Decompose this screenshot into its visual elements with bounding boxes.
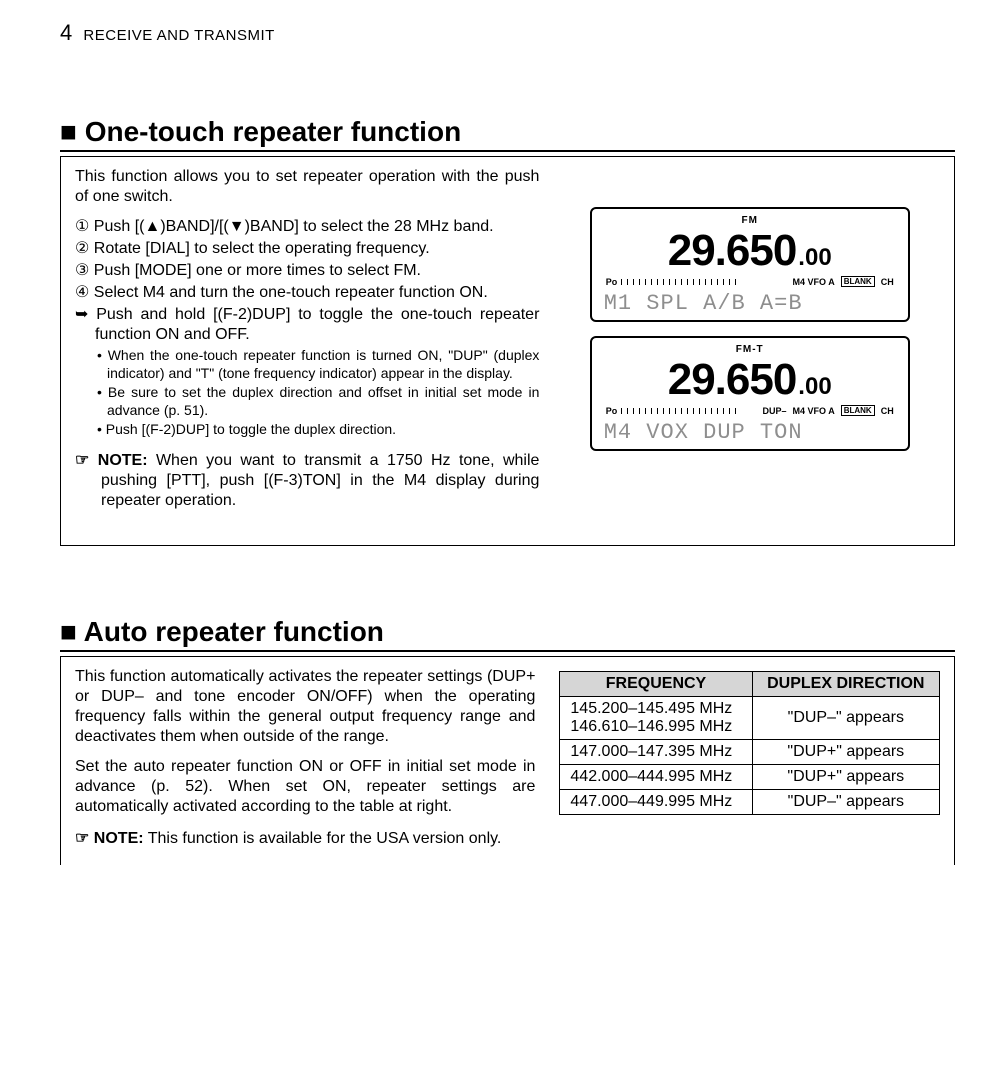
table-row: 442.000–444.995 MHz "DUP+" appears [560,764,940,789]
cell-dir-2: "DUP+" appears [752,764,939,789]
lcd2-freq-main: 29.650 [668,355,797,405]
lcd2-mid-right: DUP– M4 VFO A BLANK CH [763,405,894,416]
lcd1-bottom: M1 SPL A/B A=B [600,287,900,316]
sub-bullet-2: • Be sure to set the duplex direction an… [97,384,539,419]
section2-note: ☞ NOTE: This function is available for t… [75,829,535,849]
lcd1-ch: CH [881,277,894,287]
step-3: ③ Push [MODE] one or more times to selec… [75,261,539,281]
chapter-title: RECEIVE AND TRANSMIT [83,27,274,44]
th-frequency: FREQUENCY [560,671,752,696]
scale-icon [621,279,741,285]
cell-dir-1: "DUP+" appears [752,739,939,764]
sub-bullet-1: • When the one-touch repeater function i… [97,347,539,382]
lcd1-mid: Po M4 VFO A BLANK CH [600,276,900,287]
cell-dir-0: "DUP–" appears [752,696,939,739]
page-header: 4 RECEIVE AND TRANSMIT [60,20,955,46]
cell-dir-3: "DUP–" appears [752,789,939,814]
section1-right: FM 29.650 .00 Po M4 VFO A BLANK CH [559,167,940,527]
step-1: ① Push [(▲)BAND]/[(▼)BAND] to select the… [75,217,539,237]
lcd-display-1: FM 29.650 .00 Po M4 VFO A BLANK CH [590,207,910,322]
section1-left: This function allows you to set repeater… [75,167,539,527]
section1-note: ☞ NOTE: When you want to transmit a 1750… [75,451,539,511]
chapter-number: 4 [60,20,73,45]
th-direction: DUPLEX DIRECTION [752,671,939,696]
lcd1-freq-sub: .00 [798,244,831,272]
table-row: 147.000–147.395 MHz "DUP+" appears [560,739,940,764]
cell-freq-3: 447.000–449.995 MHz [560,789,752,814]
step-4: ④ Select M4 and turn the one-touch repea… [75,283,539,303]
lcd2-ch: CH [881,406,894,416]
scale-icon [621,408,741,414]
section2-para2: Set the auto repeater function ON or OFF… [75,757,535,817]
note-prefix: ☞ NOTE: [75,452,148,469]
cell-freq-2: 442.000–444.995 MHz [560,764,752,789]
title-text: One-touch repeater function [85,116,461,147]
lcd1-po: Po [606,277,618,287]
blank-label-2: BLANK [841,405,875,416]
note2-text: This function is available for the USA v… [148,830,502,847]
title2-text: Auto repeater function [84,616,384,647]
lcd2-bottom: M4 VOX DUP TON [600,416,900,445]
table-header-row: FREQUENCY DUPLEX DIRECTION [560,671,940,696]
section2-para1: This function automatically activates th… [75,667,535,747]
lcd2-freq: 29.650 .00 [600,355,900,405]
table-row: 145.200–145.495 MHz 146.610–146.995 MHz … [560,696,940,739]
lcd2-dup: DUP– [763,406,787,416]
step-2: ② Rotate [DIAL] to select the operating … [75,239,539,259]
lcd1-vfo: M4 VFO A [793,277,835,287]
title-prefix: ■ [60,116,77,147]
section2-title: ■ Auto repeater function [60,616,955,652]
lcd1-freq: 29.650 .00 [600,226,900,276]
sub-arrow: ➥ Push and hold [(F-2)DUP] to toggle the… [75,305,539,345]
lcd2-mid-left: Po [606,406,742,416]
section2-left: This function automatically activates th… [75,667,535,865]
lcd2-bottom-text: M4 VOX DUP TON [604,420,803,445]
sub-bullets: • When the one-touch repeater function i… [75,347,539,439]
section1-intro: This function allows you to set repeater… [75,167,539,207]
lcd2-vfo: M4 VFO A [793,406,835,416]
cell-freq-1: 147.000–147.395 MHz [560,739,752,764]
sub-bullet-3: • Push [(F-2)DUP] to toggle the duplex d… [97,421,539,439]
lcd2-po: Po [606,406,618,416]
table-row: 447.000–449.995 MHz "DUP–" appears [560,789,940,814]
lcd2-freq-sub: .00 [798,373,831,401]
lcd2-top: FM-T [600,344,900,355]
lcd1-mid-left: Po [606,277,742,287]
lcd1-top: FM [600,215,900,226]
cell-freq-0: 145.200–145.495 MHz 146.610–146.995 MHz [560,696,752,739]
note-text: When you want to transmit a 1750 Hz tone… [101,452,539,509]
lcd2-mid: Po DUP– M4 VFO A BLANK CH [600,405,900,416]
section2-right: FREQUENCY DUPLEX DIRECTION 145.200–145.4… [559,667,940,865]
note2-prefix: ☞ NOTE: [75,830,144,847]
step-list: ① Push [(▲)BAND]/[(▼)BAND] to select the… [75,217,539,303]
lcd1-bottom-text: M1 SPL A/B A=B [604,291,803,316]
page: 4 RECEIVE AND TRANSMIT ■ One-touch repea… [0,0,995,895]
blank-label: BLANK [841,276,875,287]
title2-prefix: ■ [60,616,77,647]
frequency-table: FREQUENCY DUPLEX DIRECTION 145.200–145.4… [559,671,940,815]
section2-box: This function automatically activates th… [60,656,955,865]
lcd1-mid-right: M4 VFO A BLANK CH [793,276,894,287]
lcd1-freq-main: 29.650 [668,226,797,276]
section1-box: This function allows you to set repeater… [60,156,955,546]
section1-title: ■ One-touch repeater function [60,116,955,152]
lcd-display-2: FM-T 29.650 .00 Po DUP– M4 VFO A BLANK C… [590,336,910,451]
